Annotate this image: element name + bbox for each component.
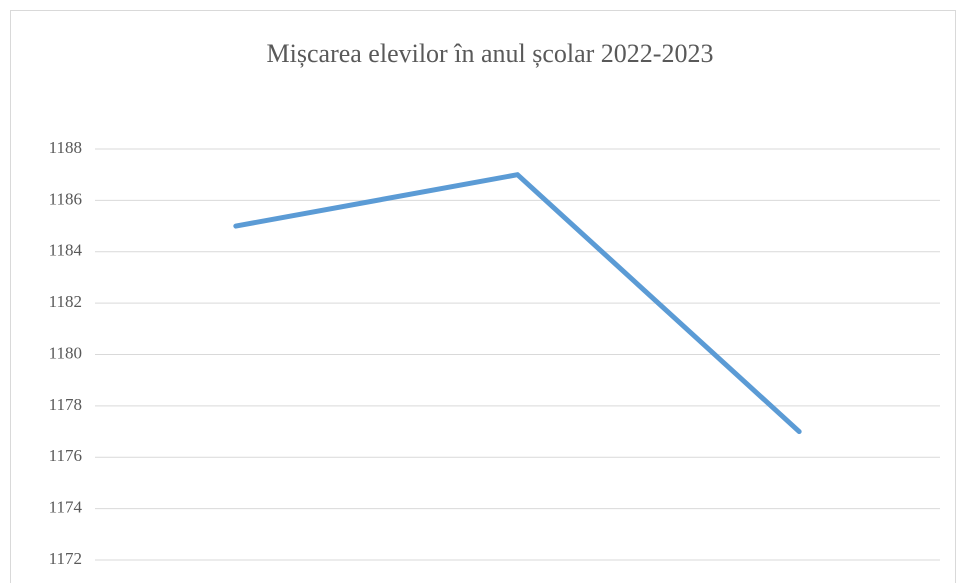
y-tick-label: 1182: [49, 292, 82, 311]
chart-border: [10, 10, 956, 583]
y-tick-label: 1180: [49, 343, 82, 362]
chart-title: Mișcarea elevilor în anul școlar 2022-20…: [267, 39, 714, 68]
y-tick-label: 1186: [49, 189, 82, 208]
line-series: [233, 172, 802, 435]
y-tick-label: 1174: [49, 498, 83, 517]
y-tick-label: 1172: [49, 549, 82, 568]
y-tick-label: 1188: [49, 138, 82, 157]
y-tick-label: 1176: [49, 446, 82, 465]
y-tick-label: 1184: [49, 241, 83, 260]
y-tick-label: 1178: [49, 395, 82, 414]
